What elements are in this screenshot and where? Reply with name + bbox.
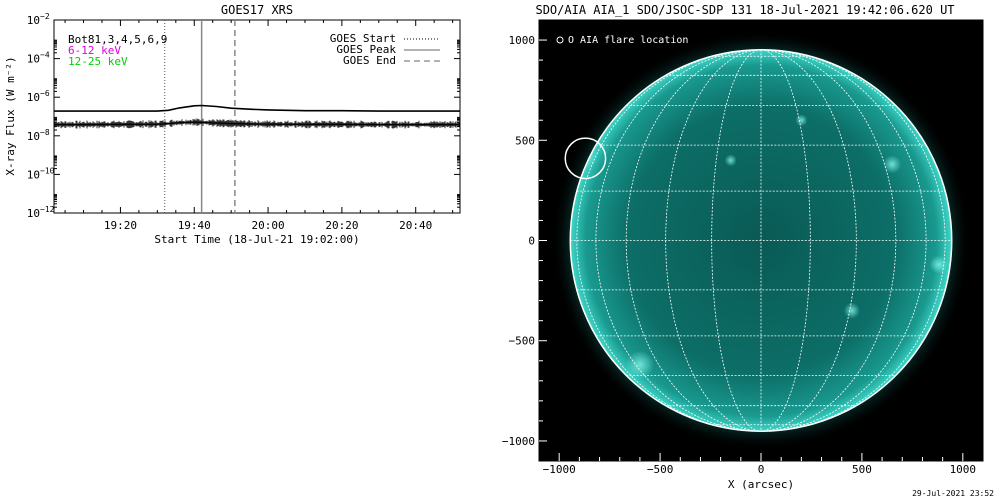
x-tick-label: −1000 xyxy=(543,463,576,476)
x-tick-label: 19:20 xyxy=(104,219,137,232)
y-tick-exponent: −6 xyxy=(40,89,50,98)
longitude-gridline xyxy=(665,49,762,432)
x-tick-label: 1000 xyxy=(950,463,977,476)
legend-channel-low: Bot81,3,4,5,6,9 xyxy=(68,33,167,46)
flare-location-marker xyxy=(564,137,607,180)
footer-timestamp: 29-Jul-2021 23:52 xyxy=(912,489,994,498)
bright-region xyxy=(883,155,902,174)
legend-goes-peak-label: GOES Peak xyxy=(336,43,396,56)
bright-region xyxy=(843,302,860,319)
longitude-gridline xyxy=(760,49,811,432)
legend-channel-mid: 6-12 keV xyxy=(68,44,121,57)
x-tick-label: 19:40 xyxy=(178,219,211,232)
y-tick-label: 10 xyxy=(27,91,40,104)
x-tick-label: 20:20 xyxy=(325,219,358,232)
x-tick-label: 500 xyxy=(852,463,872,476)
lightcurve-x-axis-label: Start Time (18-Jul-21 19:02:00) xyxy=(154,233,359,246)
bright-region xyxy=(795,114,808,127)
longitude-gridline xyxy=(595,49,762,432)
flare-legend-label: O AIA flare location xyxy=(568,35,688,46)
y-tick-label: 0 xyxy=(528,235,535,248)
y-tick-label: −1000 xyxy=(502,435,535,448)
y-tick-label: 10 xyxy=(27,168,40,181)
y-tick-exponent: −10 xyxy=(40,166,55,175)
y-tick-label: 10 xyxy=(27,53,40,66)
x-tick-label: 0 xyxy=(758,463,765,476)
flare-legend-symbol xyxy=(556,36,564,44)
y-tick-exponent: −4 xyxy=(40,51,50,60)
bright-region xyxy=(929,255,948,274)
y-tick-label: 1000 xyxy=(509,34,536,47)
aia-image-panel: SDO/AIA AIA_1 SDO/JSOC-SDP 131 18-Jul-20… xyxy=(502,3,984,491)
x-tick-label: 20:00 xyxy=(252,219,285,232)
aia-title: SDO/AIA AIA_1 SDO/JSOC-SDP 131 18-Jul-20… xyxy=(535,3,954,17)
flux-series-line xyxy=(54,104,460,112)
legend-channel-high: 12-25 keV xyxy=(68,55,128,68)
longitude-gridline xyxy=(760,49,897,432)
lightcurve-plot-frame xyxy=(53,19,461,214)
longitude-gridline xyxy=(760,49,927,432)
solar-limb-outline xyxy=(569,49,953,432)
y-tick-label: 500 xyxy=(515,134,535,147)
x-tick-label: −500 xyxy=(647,463,674,476)
longitude-gridline xyxy=(625,49,762,432)
longitude-gridline xyxy=(711,49,762,432)
bright-region xyxy=(724,154,737,167)
y-tick-label: 10 xyxy=(27,130,40,143)
y-tick-exponent: −2 xyxy=(40,12,50,21)
lightcurve-title: GOES17 XRS xyxy=(221,3,293,17)
longitude-gridline xyxy=(760,49,946,432)
longitude-gridline xyxy=(576,49,762,432)
lightcurve-y-axis-label: X-ray Flux (W m⁻²) xyxy=(4,56,17,175)
y-tick-label: −500 xyxy=(509,335,536,348)
longitude-gridline xyxy=(760,49,857,432)
x-tick-label: 20:40 xyxy=(399,219,432,232)
flux-noise-band xyxy=(54,118,460,129)
y-tick-exponent: −8 xyxy=(40,128,50,137)
legend-goes-end-label: GOES End xyxy=(343,54,396,67)
y-tick-label: 10 xyxy=(27,207,40,220)
aia-x-axis-label: X (arcsec) xyxy=(728,478,794,491)
y-tick-exponent: −12 xyxy=(40,205,55,214)
y-tick-label: 10 xyxy=(27,14,40,27)
bright-region xyxy=(625,350,655,379)
legend-goes-start-label: GOES Start xyxy=(330,32,396,45)
